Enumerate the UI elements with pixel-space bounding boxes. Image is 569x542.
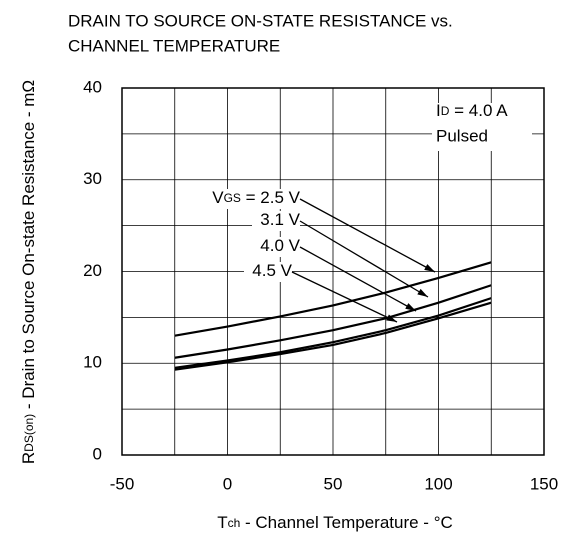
legend-label: VGS = 2.5 V (212, 188, 300, 207)
x-tick-label: 100 (424, 474, 452, 493)
legend-label: 3.1 V (260, 210, 300, 229)
x-tick-label: -50 (110, 474, 135, 493)
legend-label: 4.0 V (260, 236, 300, 255)
text: GS (224, 191, 241, 205)
plot-frame (121, 87, 545, 456)
chart-title: CHANNEL TEMPERATURE (68, 36, 280, 55)
label-background (244, 262, 292, 282)
label-background (252, 237, 300, 257)
arrow-head (424, 264, 435, 272)
arrow (291, 271, 398, 323)
x-tick-label: 150 (530, 474, 558, 493)
arrow-head (405, 303, 416, 311)
series-line (174, 261, 492, 337)
x-tick-label: 0 (223, 474, 232, 493)
y-tick-label: 30 (83, 169, 102, 188)
legend-label: 4.5 V (252, 261, 292, 280)
text: = (241, 188, 260, 207)
condition-label: Pulsed (436, 126, 488, 145)
text: V (212, 188, 224, 207)
text: I (436, 101, 441, 120)
text: 4.5 V (252, 261, 292, 280)
x-axis-label: Tch - Channel Temperature - °C (217, 513, 453, 532)
arrow-head (386, 314, 397, 322)
label-background (252, 211, 300, 231)
arrow (299, 246, 417, 312)
label-background (432, 103, 532, 151)
text: 4.0 V (260, 236, 300, 255)
y-tick-label: 0 (93, 444, 102, 463)
label-background (190, 189, 300, 209)
text: = 4.0 A (449, 101, 508, 120)
condition-label: ID = 4.0 A (436, 101, 508, 120)
chart-title: DRAIN TO SOURCE ON-STATE RESISTANCE vs. (68, 11, 453, 30)
text: D (441, 104, 450, 118)
arrow (299, 198, 436, 273)
series-line (174, 284, 492, 359)
series-line (174, 301, 492, 371)
y-tick-label: 20 (83, 261, 102, 280)
y-axis-label: RDS(on) - Drain to Source On-state Resis… (19, 80, 38, 464)
series-line (174, 297, 492, 369)
text: 3.1 V (260, 210, 300, 229)
text: 2.5 V (260, 188, 300, 207)
y-tick-label: 10 (83, 353, 102, 372)
arrow (299, 220, 429, 298)
x-tick-label: 50 (324, 474, 343, 493)
y-tick-label: 40 (83, 77, 102, 96)
arrow-head (417, 288, 428, 297)
